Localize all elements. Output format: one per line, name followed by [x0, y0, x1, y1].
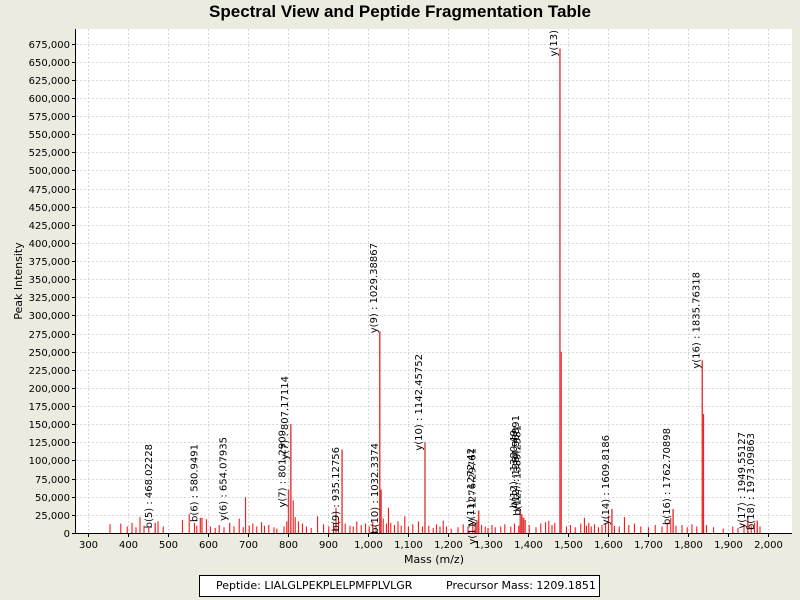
x-tick-label: 1,400: [514, 540, 543, 551]
plot-area: [76, 29, 792, 533]
peak-annotation-label: b(16) : 1762.70898: [662, 428, 673, 525]
chart-title: Spectral View and Peptide Fragmentation …: [209, 2, 591, 21]
y-tick-label: 25,000: [35, 511, 70, 522]
x-tick-label: 1,300: [474, 540, 503, 551]
y-tick-label: 500,000: [29, 166, 70, 177]
peak-annotation-label: y(9) : 1029.38867: [369, 243, 380, 333]
y-tick-label: 400,000: [29, 239, 70, 250]
x-tick-label: 1,600: [594, 540, 623, 551]
x-tick-label: 1,100: [394, 540, 423, 551]
x-tick-label: 900: [319, 540, 338, 551]
y-tick-label: 0: [64, 529, 70, 540]
x-tick-label: 1,700: [634, 540, 663, 551]
y-tick-label: 575,000: [29, 112, 70, 123]
x-tick-label: 600: [199, 540, 218, 551]
y-tick-label: 425,000: [29, 221, 70, 232]
y-tick-label: 625,000: [29, 76, 70, 87]
y-tick-label: 300,000: [29, 311, 70, 322]
x-tick-label: 1,200: [434, 540, 463, 551]
y-tick-label: 250,000: [29, 348, 70, 359]
x-tick-label: 2,000: [754, 540, 783, 551]
y-tick-label: 75,000: [35, 475, 70, 486]
peptide-label: Peptide: LIALGLPEKPLELPMFPLVLGR: [216, 579, 413, 592]
x-tick-label: 1,800: [674, 540, 703, 551]
y-tick-label: 550,000: [29, 130, 70, 141]
x-axis-title: Mass (m/z): [404, 553, 464, 566]
y-tick-label: 200,000: [29, 384, 70, 395]
peptide-info-box: Peptide: LIALGLPEKPLELPMFPLVLGR Precurso…: [199, 575, 600, 597]
peak-annotation-label: b(12) : 1380.49: [509, 430, 520, 508]
peak-annotation-label: y(12) : 1384.50891: [511, 415, 522, 512]
y-tick-label: 100,000: [29, 456, 70, 467]
y-tick-label: 475,000: [29, 185, 70, 196]
x-tick-label: 400: [119, 540, 138, 551]
y-tick-label: 275,000: [29, 330, 70, 341]
x-tick-label: 800: [279, 540, 298, 551]
y-tick-label: 350,000: [29, 275, 70, 286]
peak-annotation-label: y(6) : 654.07935: [219, 437, 230, 521]
peak-annotation-label: b(18) : 1973.09863: [746, 433, 757, 530]
spectrum-chart: b(5) : 468.02228 b(6) : 580.9491 y(6) : 65…: [12, 29, 792, 566]
y-tick-label: 600,000: [29, 94, 70, 105]
peak-annotation-label: b(5) : 468.02228: [144, 444, 155, 528]
y-tick-label: 675,000: [29, 40, 70, 51]
y-tick-label: 225,000: [29, 366, 70, 377]
precursor-mass-label: Precursor Mass: 1209.1851: [446, 579, 596, 592]
x-tick-label: 1,500: [554, 540, 583, 551]
y-tick-label: 150,000: [29, 420, 70, 431]
peak-annotation-label: y(7) : 807.17114: [280, 376, 291, 460]
peak-annotation-label: y(16) : 1835.76318: [691, 272, 702, 369]
peak-annotation-label: y(10) : 1142.45752: [414, 354, 425, 451]
y-tick-label: 175,000: [29, 402, 70, 413]
x-tick-label: 1,900: [714, 540, 743, 551]
peak-annotation-label: y(17) : 1949.55127: [737, 432, 748, 529]
y-tick-label: 525,000: [29, 148, 70, 159]
y-tick-label: 650,000: [29, 58, 70, 69]
peak-annotation-label: b(10) : 1032.3374: [370, 443, 381, 534]
x-tick-label: 1,000: [354, 540, 383, 551]
y-tick-label: 325,000: [29, 293, 70, 304]
peak-annotation-label: y(11) : 1276.29761: [468, 448, 479, 545]
y-tick-label: 50,000: [35, 493, 70, 504]
peak-annotation-label: y(7) : 801.2909: [278, 430, 289, 508]
x-tick-label: 500: [159, 540, 178, 551]
peak-annotation-label: y(13): [549, 30, 560, 57]
peak-annotation-label: y(11) : 1272.42: [466, 448, 477, 526]
peak-annotation-label: b(6) : 580.9491: [189, 444, 200, 522]
x-tick-label: 300: [79, 540, 98, 551]
y-tick-label: 125,000: [29, 438, 70, 449]
peak-annotation-label: b(12) : 1389.2581: [513, 425, 524, 516]
y-tick-label: 450,000: [29, 203, 70, 214]
peak-annotation-label: b(9) : 935.12756: [331, 447, 342, 531]
peak-annotation-label: y(14) : 1609.8186: [601, 435, 612, 525]
y-axis-title: Peak Intensity: [12, 242, 25, 320]
x-tick-label: 700: [239, 540, 258, 551]
y-tick-label: 375,000: [29, 257, 70, 268]
